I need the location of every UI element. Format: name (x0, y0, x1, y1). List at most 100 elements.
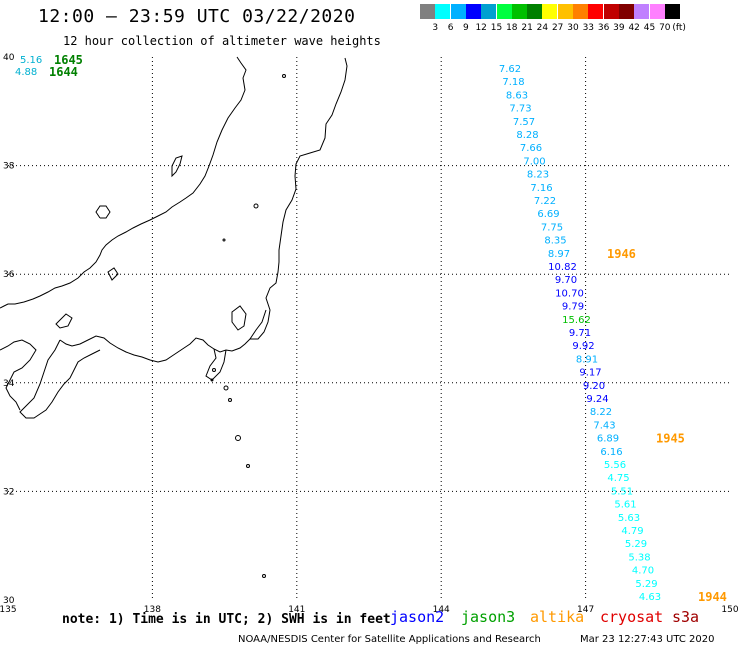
tokyo-bay (249, 309, 267, 340)
track-swh-value: 7.43 (593, 420, 615, 431)
track-swh-value: 9.79 (562, 302, 584, 313)
track-swh-value: 7.75 (541, 222, 563, 233)
track-swh-value: 9.20 (583, 381, 605, 392)
scale-swatch (573, 4, 588, 19)
track-swh-value: 6.69 (537, 209, 559, 220)
islet-central (253, 203, 259, 209)
scale-swatch (420, 4, 435, 19)
map-subtitle: 12 hour collection of altimeter wave hei… (63, 34, 381, 48)
scale-swatch (588, 4, 604, 19)
longitude-tick-label: 150 (721, 605, 738, 615)
latitude-tick-label: 38 (3, 162, 15, 172)
scale-swatch (618, 4, 634, 19)
satellite-legend-s3a: s3a (672, 608, 700, 626)
track-swh-value: 10.70 (555, 288, 584, 299)
scale-swatch (481, 4, 497, 19)
pass-time-label: 1946 (607, 247, 636, 261)
scale-label: 6 (447, 23, 454, 33)
coastline (0, 56, 348, 578)
scale-swatch (435, 4, 451, 19)
izu-island-3 (235, 435, 241, 441)
topleft-swh-value: 5.16 (20, 55, 42, 66)
track-swh-value: 5.29 (625, 539, 647, 550)
scale-label: 15 (490, 23, 503, 33)
track-swh-value: 5.29 (635, 579, 657, 590)
scale-swatch (465, 4, 481, 19)
track-swh-value: 8.63 (506, 90, 528, 101)
track-swh-value: 5.38 (628, 552, 650, 563)
latitude-tick-label: 36 (3, 270, 15, 280)
awaji-island (55, 313, 73, 329)
track-swh-value: 9.70 (555, 275, 577, 286)
track-swh-value: 7.62 (499, 64, 521, 75)
generation-timestamp: Mar 23 12:27:43 UTC 2020 (580, 634, 715, 645)
topleft-swh-value: 4.88 (15, 67, 37, 78)
izu-coast (205, 348, 227, 381)
honshu-coastline (0, 56, 247, 309)
scale-label: 33 (582, 23, 595, 33)
topleft-pass-time: 1645 (54, 53, 83, 67)
scale-swatch (603, 4, 619, 19)
track-swh-value: 7.16 (530, 183, 552, 194)
scale-swatch (511, 4, 527, 19)
islet-4 (210, 378, 214, 382)
scale-unit: (ft) (672, 23, 686, 33)
track-swh-value: 8.97 (548, 249, 570, 260)
satellite-legend-cryosat: cryosat (600, 608, 664, 626)
track-swh-value: 9.24 (586, 394, 608, 405)
scale-label: 12 (475, 23, 487, 33)
track-swh-value: 7.22 (534, 196, 556, 207)
lake-shore (107, 267, 119, 281)
track-swh-value: 9.92 (572, 341, 594, 352)
track-swh-value: 4.79 (621, 526, 643, 537)
track-swh-value: 8.35 (544, 236, 566, 247)
graticule (8, 57, 730, 600)
scale-label: 3 (432, 23, 439, 33)
longitude-tick-label: 141 (288, 605, 305, 615)
izu-island-5 (262, 574, 266, 578)
track-swh-value: 7.73 (509, 104, 531, 115)
islet-2 (222, 238, 226, 242)
latitude-tick-label: 30 (3, 596, 15, 606)
scale-label: 9 (463, 23, 469, 33)
track-swh-value: 5.63 (618, 513, 640, 524)
scale-swatch (649, 4, 665, 19)
track-swh-value: 10.82 (548, 262, 577, 273)
satellite-legend-jason3: jason3 (461, 608, 516, 626)
latitude-labels: 40 38 36 34 32 30 (3, 53, 15, 606)
track-swh-value: 8.22 (590, 407, 612, 418)
islet-3 (212, 368, 216, 372)
track-swh-value: 7.57 (513, 117, 535, 128)
track-swh-value: 4.70 (632, 566, 654, 577)
scale-swatch (634, 4, 650, 19)
scale-swatch (557, 4, 573, 19)
track-swh-value: 9.17 (579, 368, 601, 379)
longitude-tick-label: 144 (433, 605, 450, 615)
track-swh-value: 6.89 (597, 434, 619, 445)
track-swh-value: 9.71 (569, 328, 591, 339)
latitude-tick-label: 40 (3, 53, 15, 63)
track-swh-value: 8.23 (527, 170, 549, 181)
track-swh-value: 7.66 (520, 143, 542, 154)
track-swh-value: 15.62 (562, 315, 591, 326)
izu-island-2 (228, 398, 232, 402)
scale-label: 21 (521, 23, 533, 33)
track-swh-value: 8.91 (576, 354, 598, 365)
track-swh-value: 5.51 (611, 486, 633, 497)
islet-north (282, 74, 286, 78)
topleft-pass-time: 1644 (49, 65, 78, 79)
track-swh-value: 8.28 (516, 130, 538, 141)
altimeter-track-values: 7.62 7.18 8.63 7.73 7.57 8.28 7.66 7.00 8.23 7.16… (499, 64, 727, 604)
boso-peninsula (231, 305, 247, 331)
scale-swatch (664, 4, 680, 19)
scale-swatch (542, 4, 558, 19)
scale-label: 24 (536, 23, 549, 33)
izu-island-4 (246, 464, 250, 468)
scale-label: 45 (643, 23, 656, 33)
east-honshu-coastline (59, 57, 348, 363)
satellite-legend-altika: altika (530, 608, 585, 626)
track-swh-value: 4.63 (639, 592, 661, 603)
pass-time-label: 1944 (698, 590, 727, 604)
